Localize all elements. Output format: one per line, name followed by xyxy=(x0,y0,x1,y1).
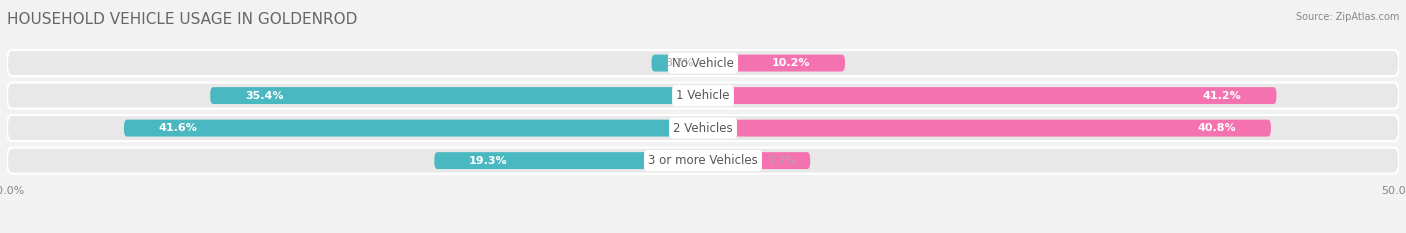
Text: 35.4%: 35.4% xyxy=(245,91,284,101)
FancyBboxPatch shape xyxy=(211,87,703,104)
FancyBboxPatch shape xyxy=(7,50,1399,76)
FancyBboxPatch shape xyxy=(703,120,1271,137)
Text: 1 Vehicle: 1 Vehicle xyxy=(676,89,730,102)
FancyBboxPatch shape xyxy=(651,55,703,72)
Text: No Vehicle: No Vehicle xyxy=(672,57,734,70)
FancyBboxPatch shape xyxy=(124,120,703,137)
Text: 10.2%: 10.2% xyxy=(772,58,810,68)
Text: 3.7%: 3.7% xyxy=(665,58,693,68)
FancyBboxPatch shape xyxy=(7,147,1399,174)
FancyBboxPatch shape xyxy=(703,87,1277,104)
FancyBboxPatch shape xyxy=(7,115,1399,141)
Text: Source: ZipAtlas.com: Source: ZipAtlas.com xyxy=(1295,12,1399,22)
Text: 41.6%: 41.6% xyxy=(159,123,198,133)
Text: HOUSEHOLD VEHICLE USAGE IN GOLDENROD: HOUSEHOLD VEHICLE USAGE IN GOLDENROD xyxy=(7,12,357,27)
Text: 41.2%: 41.2% xyxy=(1204,91,1241,101)
FancyBboxPatch shape xyxy=(434,152,703,169)
FancyBboxPatch shape xyxy=(7,82,1399,109)
Text: 3 or more Vehicles: 3 or more Vehicles xyxy=(648,154,758,167)
Text: 7.7%: 7.7% xyxy=(768,156,796,166)
FancyBboxPatch shape xyxy=(703,152,810,169)
Text: 2 Vehicles: 2 Vehicles xyxy=(673,122,733,135)
Text: 40.8%: 40.8% xyxy=(1198,123,1236,133)
Text: 19.3%: 19.3% xyxy=(470,156,508,166)
FancyBboxPatch shape xyxy=(703,55,845,72)
